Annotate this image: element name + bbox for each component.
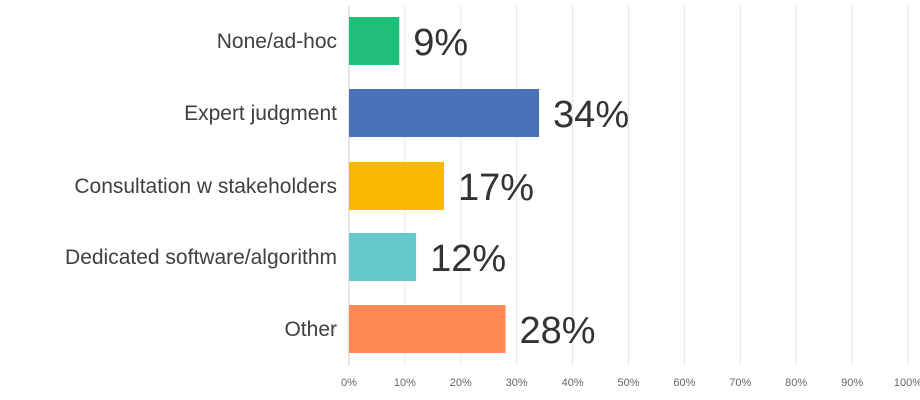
- x-tick-label-20: 20%: [450, 377, 472, 389]
- value-label-dedicated-software-algorithm: 12%: [430, 238, 506, 280]
- category-label-dedicated-software-algorithm: Dedicated software/algorithm: [65, 246, 337, 269]
- x-tick-label-80: 80%: [785, 377, 807, 389]
- x-tick-labels: 0% 10% 20% 30% 40% 50% 60% 70% 80% 90% 100%: [341, 377, 920, 389]
- x-tick-label-30: 30%: [506, 377, 528, 389]
- value-label-expert-judgment: 34%: [553, 94, 629, 136]
- x-tick-label-100: 100%: [894, 377, 920, 389]
- category-label-none-ad-hoc: None/ad-hoc: [217, 30, 337, 53]
- category-label-expert-judgment: Expert judgment: [184, 102, 337, 125]
- x-tick-label-0: 0%: [341, 377, 357, 389]
- category-label-consultation-w-stakeholders: Consultation w stakeholders: [74, 175, 337, 198]
- x-tick-label-10: 10%: [394, 377, 416, 389]
- category-labels: None/ad-hoc Expert judgment Consultation w…: [65, 30, 337, 341]
- x-tick-label-90: 90%: [841, 377, 863, 389]
- x-tick-label-70: 70%: [729, 377, 751, 389]
- bar-dedicated-software-algorithm: [349, 233, 417, 281]
- value-label-none-ad-hoc: 9%: [413, 22, 468, 64]
- value-label-consultation-w-stakeholders: 17%: [458, 167, 534, 209]
- x-tick-label-50: 50%: [617, 377, 639, 389]
- category-label-other: Other: [284, 318, 337, 341]
- x-tick-label-40: 40%: [562, 377, 584, 389]
- bar-none-ad-hoc: [349, 17, 400, 65]
- value-labels: 9% 34% 17% 12% 28%: [413, 22, 629, 352]
- bars: [349, 17, 540, 353]
- grid-lines: [348, 6, 909, 366]
- value-label-other: 28%: [520, 310, 596, 352]
- bar-expert-judgment: [349, 89, 540, 137]
- x-tick-label-60: 60%: [673, 377, 695, 389]
- bar-other: [349, 305, 506, 353]
- bar-consultation-w-stakeholders: [349, 162, 445, 210]
